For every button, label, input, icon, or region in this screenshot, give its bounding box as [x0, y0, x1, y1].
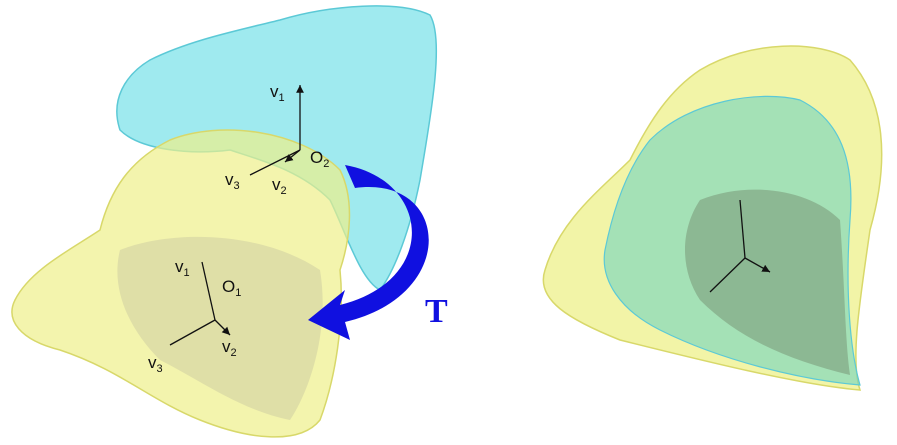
label-subscript: 2: [231, 347, 237, 359]
label-subscript: 1: [235, 287, 241, 299]
label-base: O: [310, 148, 323, 167]
label-subscript: 3: [234, 180, 240, 192]
label-subscript: 3: [157, 363, 163, 375]
label-subscript: 1: [184, 267, 190, 279]
label-subscript: 1: [279, 92, 285, 104]
label-base: O: [222, 277, 235, 296]
label-subscript: 2: [281, 185, 287, 197]
transform-label: T: [425, 293, 448, 330]
figure: T v1O2v3v2v1O1v3v2: [0, 0, 897, 445]
label-subscript: 2: [323, 158, 329, 170]
